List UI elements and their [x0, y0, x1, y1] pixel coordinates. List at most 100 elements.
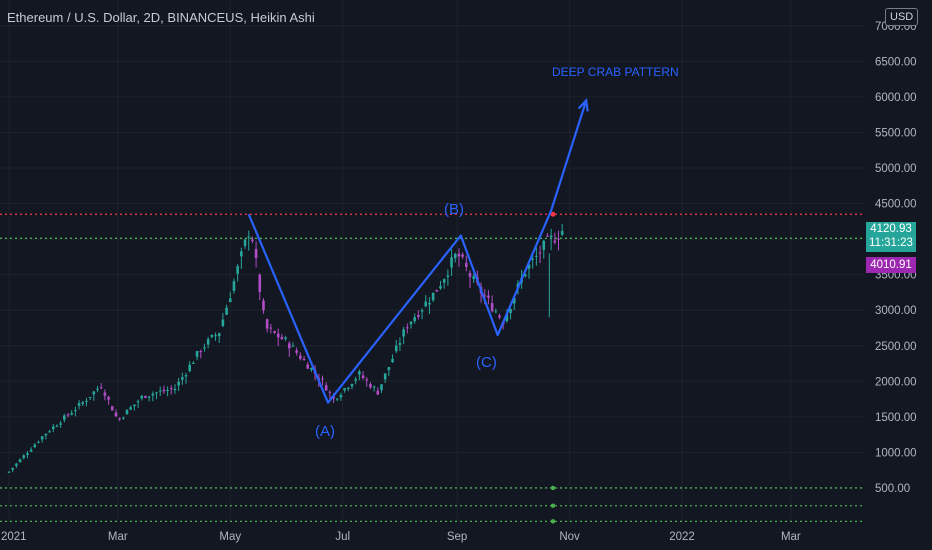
candle-body: [88, 397, 92, 399]
price-tick-label: 5500.00: [875, 127, 917, 139]
candle-body: [217, 333, 221, 337]
candle-body: [85, 400, 88, 402]
candle-body: [254, 248, 258, 259]
candle-body: [63, 415, 66, 420]
candle-body: [431, 292, 435, 301]
candle-body: [287, 343, 291, 349]
candle-body: [424, 301, 428, 307]
bar-countdown: 11:31:23: [869, 237, 913, 249]
candle-body: [553, 240, 557, 243]
candle-body: [232, 281, 236, 291]
candle-body: [206, 339, 210, 345]
candle-body: [151, 393, 155, 396]
candle-body: [214, 335, 217, 337]
candle-body: [55, 425, 59, 427]
level-dot: [550, 519, 556, 524]
candle-body: [546, 235, 549, 237]
candle-body: [560, 230, 564, 235]
candle-body: [542, 240, 546, 250]
candle-body: [177, 381, 180, 386]
candle-body: [409, 321, 413, 325]
candle-body: [74, 410, 77, 412]
candle-body: [295, 350, 298, 353]
level-dot: [550, 485, 556, 491]
candle-body: [15, 463, 18, 466]
candle-body: [228, 298, 232, 303]
candle-body: [265, 319, 269, 329]
pattern-label: DEEP CRAB PATTERN: [552, 65, 679, 79]
horizontal-lines: [0, 211, 865, 524]
candle-body: [99, 387, 103, 389]
candle-body: [442, 279, 446, 283]
candle-body: [324, 385, 328, 391]
candle-body: [494, 311, 498, 313]
candle-body: [549, 235, 553, 238]
candle-body: [557, 238, 560, 240]
chart-title: Ethereum / U.S. Dollar, 2D, BINANCEUS, H…: [7, 10, 315, 25]
candle-body: [195, 351, 199, 357]
candle-body: [169, 388, 173, 390]
candle-body: [114, 412, 118, 417]
last-price-value: 4120.93: [870, 223, 912, 235]
candle-body: [103, 392, 107, 396]
candle-body: [387, 367, 391, 371]
time-tick-label: 2021: [1, 531, 27, 543]
pattern-path[interactable]: [247, 100, 588, 404]
candle-body: [413, 317, 416, 322]
candle-body: [133, 404, 136, 407]
candle-body: [273, 331, 276, 333]
candle-body: [147, 396, 151, 398]
candle-body: [435, 289, 439, 292]
candle-body: [453, 253, 457, 259]
candle-body: [472, 276, 475, 279]
marker-price-tag: 4010.91: [866, 257, 916, 273]
candlestick-series: [7, 223, 564, 473]
candle-body: [339, 394, 343, 398]
candle-body: [144, 395, 147, 398]
time-axis[interactable]: 2021 Mar May Jul Sep Nov 2022 Mar: [1, 531, 801, 543]
candle-body: [450, 257, 453, 268]
candle-body: [328, 391, 332, 393]
candle-body: [77, 403, 81, 406]
candle-body: [512, 297, 516, 304]
candle-body: [457, 253, 461, 257]
candle-body: [188, 364, 192, 372]
price-axis[interactable]: 7000.006500.006000.005500.005000.004500.…: [875, 21, 917, 495]
candle-body: [155, 392, 158, 394]
candle-body: [299, 355, 302, 359]
candle-body: [361, 375, 365, 379]
candle-body: [221, 319, 225, 327]
candle-body: [417, 314, 420, 317]
level-dot: [550, 211, 556, 217]
point-c-label: (C): [476, 354, 497, 371]
price-tick-label: 2500.00: [875, 341, 917, 353]
candle-body: [225, 307, 228, 315]
candle-body: [310, 368, 313, 370]
candle-body: [369, 384, 372, 388]
candle-body: [18, 459, 22, 463]
candle-body: [51, 426, 55, 430]
candle-body: [7, 471, 11, 473]
time-tick-label: Nov: [559, 531, 580, 543]
candle-body: [166, 390, 169, 392]
candle-body: [350, 384, 354, 387]
candle-body: [258, 274, 262, 292]
candle-body: [192, 362, 195, 364]
candle-body: [461, 254, 464, 257]
candle-body: [302, 358, 306, 361]
candle-body: [372, 386, 376, 388]
candle-body: [96, 388, 99, 390]
candle-body: [358, 371, 361, 375]
point-a-label: (A): [315, 423, 335, 440]
pattern-annotations: DEEP CRAB PATTERN (A) (B) (C): [315, 65, 679, 440]
candle-body: [59, 423, 62, 425]
candle-body: [380, 384, 383, 391]
candle-body: [125, 409, 129, 415]
candle-body: [173, 388, 177, 391]
currency-button[interactable]: USD: [885, 8, 919, 26]
last-price-tag: 4120.93 11:31:23: [866, 222, 916, 252]
crab-pattern-drawing[interactable]: [247, 98, 589, 404]
price-tick-label: 5000.00: [875, 163, 917, 175]
candle-body: [11, 467, 14, 470]
